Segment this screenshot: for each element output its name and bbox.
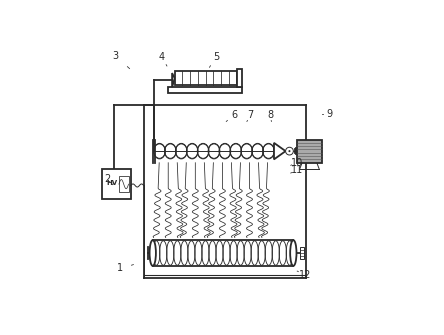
Text: 12: 12 bbox=[299, 270, 311, 280]
Text: HV: HV bbox=[106, 180, 117, 186]
Text: 5: 5 bbox=[213, 52, 219, 62]
Text: 7: 7 bbox=[248, 110, 254, 120]
Text: 2: 2 bbox=[104, 175, 111, 185]
Text: 4: 4 bbox=[159, 52, 165, 62]
Ellipse shape bbox=[290, 240, 297, 266]
Bar bbox=[174, 71, 237, 85]
Text: 9: 9 bbox=[326, 109, 333, 119]
Bar bbox=[103, 169, 131, 199]
Text: 10: 10 bbox=[291, 158, 303, 168]
Polygon shape bbox=[172, 73, 174, 87]
Ellipse shape bbox=[150, 240, 156, 266]
Bar bbox=[297, 139, 322, 163]
Bar bbox=[300, 247, 304, 259]
Text: 11: 11 bbox=[291, 165, 303, 176]
Bar bbox=[168, 87, 242, 93]
Text: 1: 1 bbox=[118, 264, 123, 273]
Bar bbox=[153, 240, 293, 266]
Circle shape bbox=[289, 150, 290, 152]
Text: 8: 8 bbox=[267, 110, 273, 120]
Text: 6: 6 bbox=[231, 110, 237, 120]
Circle shape bbox=[285, 147, 293, 155]
Text: 3: 3 bbox=[112, 51, 119, 61]
Bar bbox=[237, 69, 242, 87]
Polygon shape bbox=[274, 143, 285, 159]
Bar bbox=[119, 176, 129, 192]
